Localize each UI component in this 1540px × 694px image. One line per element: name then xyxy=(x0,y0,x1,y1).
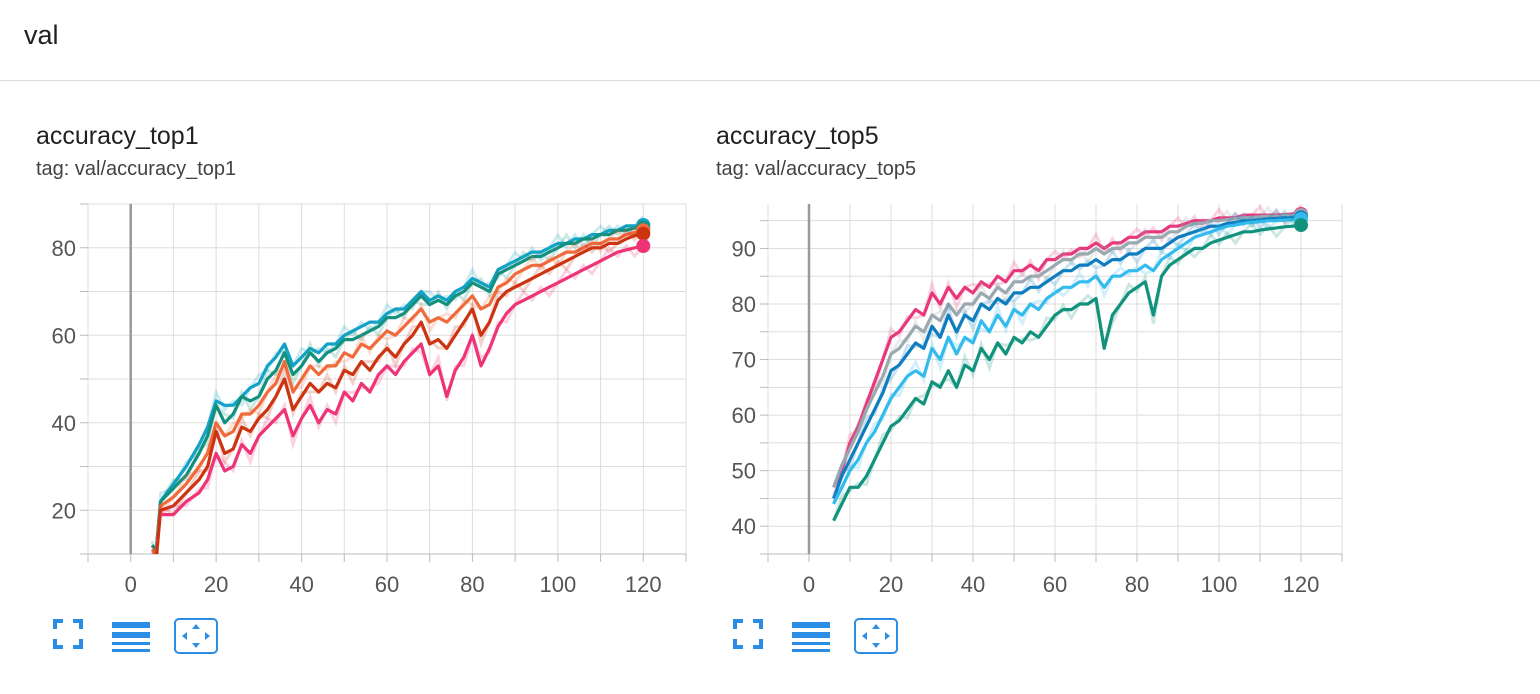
fit-domain-icon xyxy=(862,624,890,648)
y-tick-label: 60 xyxy=(732,403,756,428)
y-tick-label: 20 xyxy=(52,498,76,523)
series-line xyxy=(150,226,644,552)
x-tick-label: 100 xyxy=(1201,572,1238,597)
y-tick-label: 60 xyxy=(52,323,76,348)
lines-icon xyxy=(112,622,150,652)
x-tick-label: 20 xyxy=(204,572,228,597)
y-tick-label: 80 xyxy=(732,292,756,317)
lines-icon xyxy=(792,622,830,652)
chart-title: accuracy_top5 xyxy=(716,122,879,150)
fullscreen-icon xyxy=(53,619,83,649)
series-end-point xyxy=(636,226,651,241)
fullscreen-button[interactable] xyxy=(732,618,764,650)
x-tick-label: 0 xyxy=(125,572,137,597)
log-scale-button[interactable] xyxy=(112,618,152,654)
series-line xyxy=(152,232,644,554)
chart-tag: tag: val/accuracy_top5 xyxy=(716,158,917,180)
chart-area[interactable]: 0 20 40 60 80 100 120 40 50 60 70 80 90 xyxy=(716,196,1376,611)
fullscreen-button[interactable] xyxy=(52,618,84,650)
x-tick-label: 80 xyxy=(1125,572,1149,597)
grid xyxy=(760,204,1343,562)
fit-domain-button[interactable] xyxy=(854,618,898,654)
series-raw-line xyxy=(150,228,645,554)
fit-domain-icon xyxy=(182,624,210,648)
series-raw-line xyxy=(832,209,1303,497)
x-tick-label: 60 xyxy=(1043,572,1067,597)
y-tick-label: 80 xyxy=(52,236,76,261)
x-tick-label: 0 xyxy=(803,572,815,597)
series-line xyxy=(832,217,1302,505)
fullscreen-icon xyxy=(733,619,763,649)
series-line xyxy=(832,212,1301,489)
series-end-point xyxy=(636,239,651,253)
section-title: val xyxy=(24,20,59,50)
x-tick-label: 40 xyxy=(961,572,985,597)
chart-title: accuracy_top1 xyxy=(36,122,199,150)
series-line xyxy=(832,213,1301,488)
chart-card-accuracy-top5: accuracy_top5 tag: val/accuracy_top5 0 20… xyxy=(716,120,1396,680)
y-tick-label: 90 xyxy=(732,236,756,261)
series-line xyxy=(832,215,1302,499)
y-tick-label: 50 xyxy=(732,459,756,484)
series-line xyxy=(832,223,1302,522)
x-tick-label: 80 xyxy=(460,572,484,597)
chart-area[interactable]: 0 20 40 60 80 100 120 20 40 60 80 xyxy=(36,196,696,611)
chart-svg: 0 20 40 60 80 100 120 40 50 60 70 80 90 xyxy=(732,204,1343,597)
fit-domain-button[interactable] xyxy=(174,618,218,654)
series-line xyxy=(160,244,644,517)
series-raw-line xyxy=(832,215,1303,522)
y-tick-label: 40 xyxy=(52,411,76,436)
series-group xyxy=(832,204,1303,522)
series-end-point xyxy=(1294,218,1308,233)
log-scale-button[interactable] xyxy=(792,618,832,654)
series-line xyxy=(150,228,644,554)
x-tick-label: 20 xyxy=(879,572,903,597)
x-tick-label: 120 xyxy=(1283,572,1320,597)
x-tick-label: 40 xyxy=(289,572,313,597)
chart-tag: tag: val/accuracy_top1 xyxy=(36,158,237,180)
x-tick-label: 100 xyxy=(539,572,576,597)
y-tick-label: 40 xyxy=(732,514,756,539)
series-raw-line xyxy=(832,205,1303,485)
series-line xyxy=(150,223,644,552)
x-tick-label: 60 xyxy=(375,572,399,597)
x-tick-label: 120 xyxy=(625,572,662,597)
series-raw-line xyxy=(159,243,645,516)
section-header: val xyxy=(0,0,1540,81)
series-group xyxy=(150,215,645,554)
chart-card-accuracy-top1: accuracy_top1 tag: val/accuracy_top1 0 20… xyxy=(36,120,716,680)
chart-svg: 0 20 40 60 80 100 120 20 40 60 80 xyxy=(52,203,687,597)
y-tick-label: 70 xyxy=(732,348,756,373)
